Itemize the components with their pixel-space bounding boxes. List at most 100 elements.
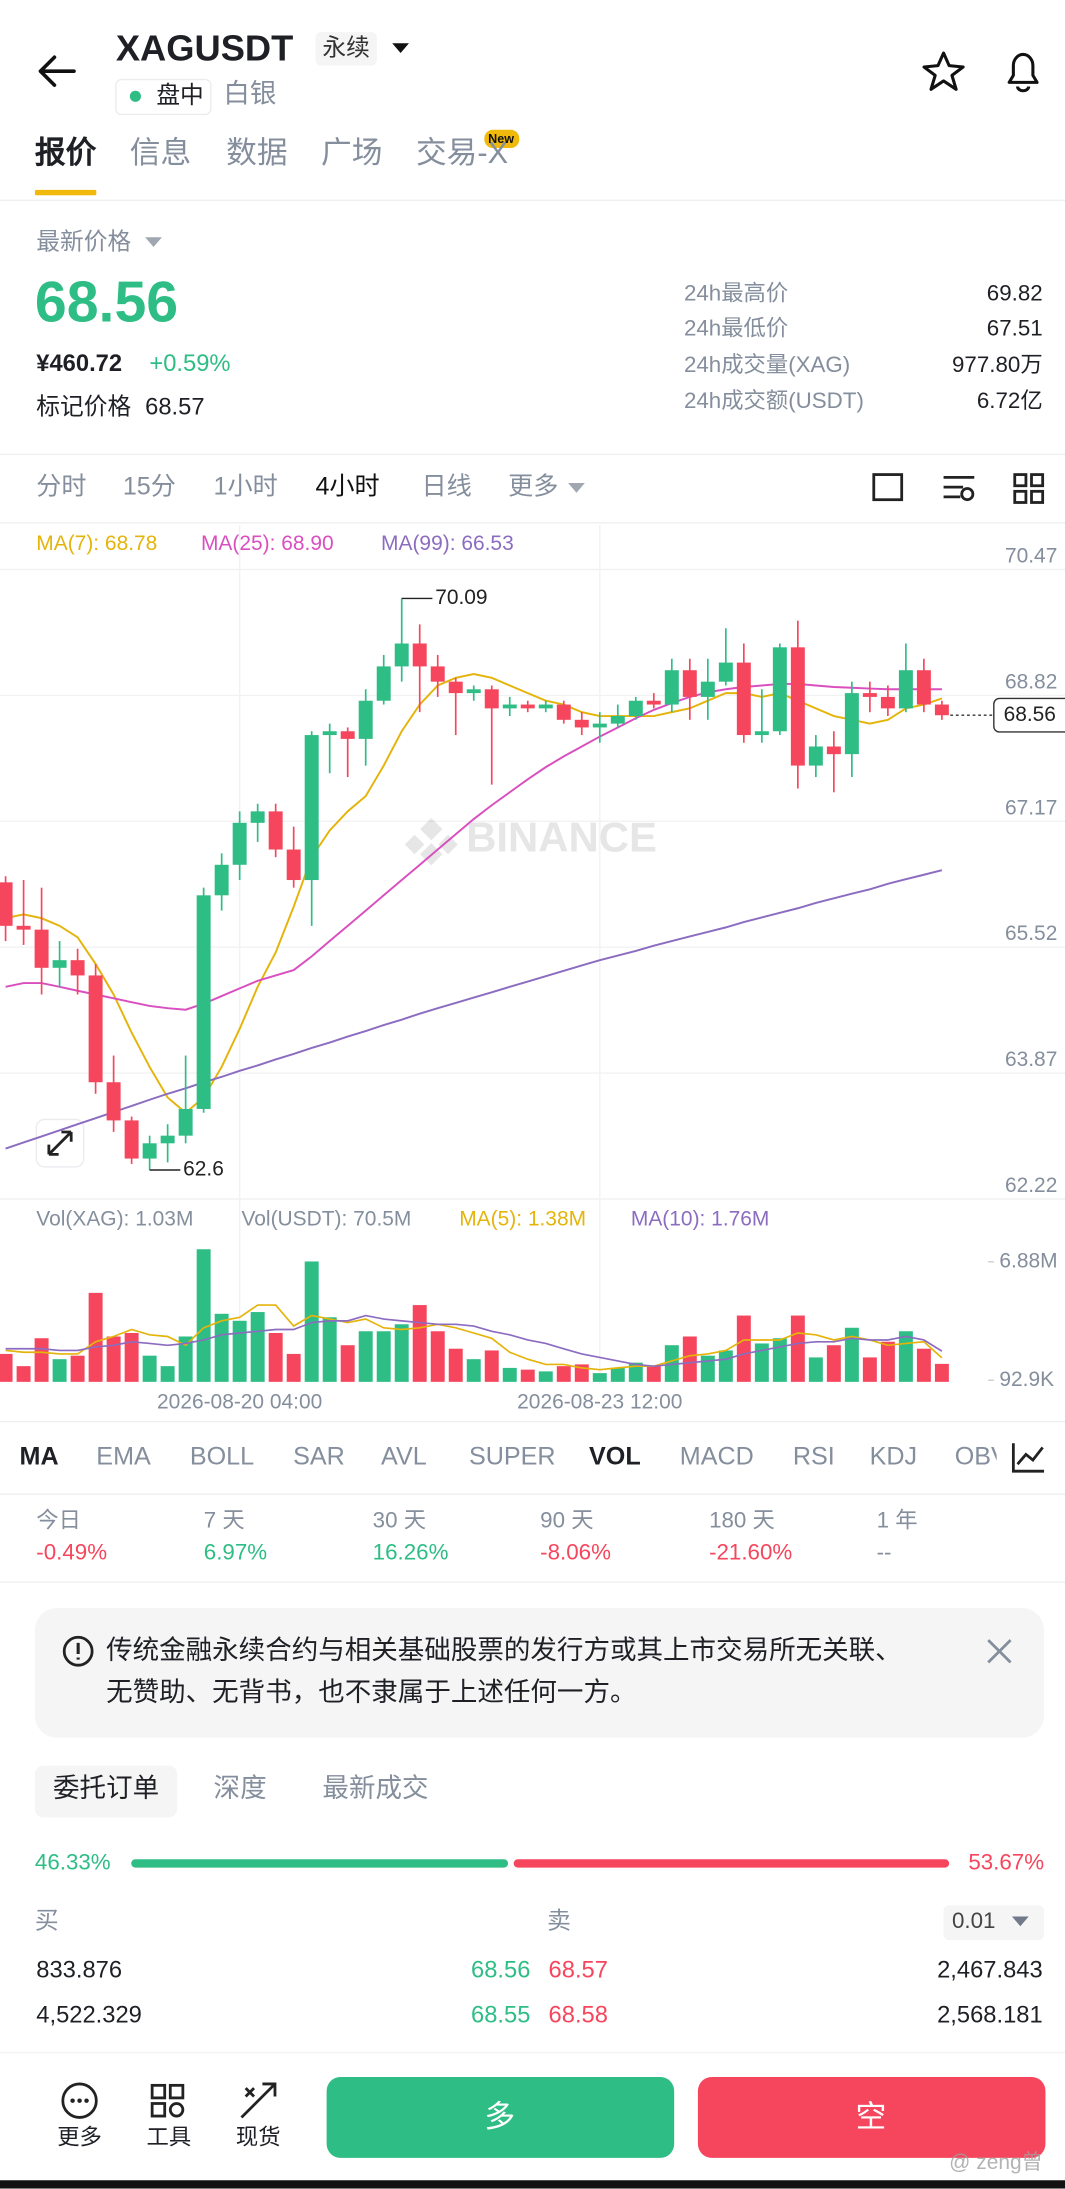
volume-bar bbox=[52, 1359, 67, 1382]
volume-bar bbox=[340, 1345, 355, 1382]
stat-value: 69.82 bbox=[986, 282, 1043, 307]
back-icon[interactable] bbox=[38, 55, 76, 87]
candle-body bbox=[178, 1108, 193, 1136]
candle-body bbox=[592, 723, 607, 728]
volume-bar bbox=[502, 1367, 517, 1382]
y-tick-label: 68.82 bbox=[1005, 670, 1057, 693]
period: 7 天 bbox=[203, 1509, 245, 1534]
short-button[interactable] bbox=[697, 2076, 1046, 2158]
tab[interactable]: 数据 bbox=[226, 135, 288, 171]
vol-tick-label: 6.88M bbox=[999, 1249, 1057, 1272]
indicator[interactable]: AVL bbox=[381, 1442, 427, 1471]
precision-select[interactable] bbox=[943, 1905, 1045, 1941]
order-tab[interactable]: 深度 bbox=[213, 1774, 267, 1805]
indicator[interactable]: BOLL bbox=[189, 1442, 255, 1471]
interval[interactable]: 15分 bbox=[122, 472, 176, 500]
short-label[interactable]: 空 bbox=[855, 2099, 887, 2134]
stat-label: 24h最高价 bbox=[683, 282, 789, 307]
order-tab[interactable]: 最新成交 bbox=[322, 1774, 429, 1805]
tab[interactable]: 报价 bbox=[34, 135, 97, 171]
candle-body bbox=[412, 643, 427, 667]
precision[interactable]: 0.01 bbox=[951, 1910, 996, 1934]
period: 今日 bbox=[36, 1509, 81, 1534]
volume-bar bbox=[790, 1315, 805, 1382]
vol-tick-label: 92.9K bbox=[999, 1368, 1054, 1391]
long-button[interactable] bbox=[326, 2076, 675, 2158]
volume-bar bbox=[178, 1336, 193, 1382]
interval[interactable]: 日线 bbox=[421, 472, 472, 500]
candle-body bbox=[664, 670, 679, 705]
more-icon[interactable] bbox=[61, 2082, 98, 2119]
dropdown-icon[interactable] bbox=[392, 43, 409, 54]
volume-bar bbox=[700, 1355, 715, 1382]
ma-legend: MA(7): 68.78 bbox=[36, 531, 158, 556]
candle-body bbox=[484, 689, 499, 709]
long-label[interactable]: 多 bbox=[484, 2099, 516, 2134]
low-label: 62.6 bbox=[183, 1158, 224, 1181]
high-label: 70.09 bbox=[435, 586, 487, 609]
vol-header: Vol(USDT): 70.5M bbox=[241, 1207, 412, 1232]
fullscreen-icon[interactable] bbox=[872, 473, 904, 502]
bell-icon[interactable] bbox=[1007, 52, 1039, 93]
volume-bar bbox=[34, 1338, 49, 1382]
indicator[interactable]: MACD bbox=[679, 1442, 754, 1471]
notice-text: 无赞助、无背书，也不隶属于上述任何一方。 bbox=[106, 1678, 637, 1708]
indicator-settings-icon[interactable] bbox=[1005, 1438, 1052, 1477]
indicator[interactable]: OBV bbox=[954, 1442, 997, 1471]
bottom-item[interactable]: 更多 bbox=[57, 2126, 102, 2151]
layout-icon[interactable] bbox=[1013, 473, 1045, 504]
y-tick-label: 62.22 bbox=[1005, 1174, 1057, 1197]
volume-bar bbox=[394, 1324, 409, 1382]
candle-body bbox=[286, 849, 301, 881]
volume-bar bbox=[556, 1366, 571, 1382]
indicator[interactable]: EMA bbox=[96, 1442, 151, 1471]
volume-bar bbox=[862, 1357, 877, 1382]
volume-bar bbox=[664, 1345, 679, 1382]
candle-body bbox=[628, 700, 643, 716]
bottom-item[interactable]: 工具 bbox=[146, 2126, 192, 2151]
settings-icon[interactable] bbox=[943, 475, 975, 499]
contract-badge-bg bbox=[315, 32, 377, 66]
indicator[interactable]: RSI bbox=[792, 1442, 835, 1471]
bottom-item[interactable]: 现货 bbox=[235, 2126, 281, 2151]
price-label[interactable]: 最新价格 bbox=[36, 228, 132, 256]
tab[interactable]: 广场 bbox=[321, 135, 383, 171]
book-header: 买 bbox=[34, 1907, 59, 1935]
period: 90 天 bbox=[540, 1509, 594, 1534]
candle-body bbox=[358, 700, 373, 739]
caret bbox=[1011, 1916, 1029, 1927]
ma-line bbox=[5, 869, 943, 1150]
ask-price: 68.58 bbox=[548, 2001, 608, 2028]
y-tick-label: 67.17 bbox=[1005, 796, 1057, 819]
candle-body bbox=[268, 811, 283, 850]
candle-body bbox=[0, 882, 13, 926]
star-icon[interactable] bbox=[922, 51, 965, 91]
market-status: 盘中 bbox=[156, 82, 204, 109]
new-badge-bg bbox=[484, 129, 520, 148]
tab[interactable]: 交易-X bbox=[415, 135, 509, 171]
indicator[interactable]: SAR bbox=[293, 1442, 345, 1471]
volume-bar bbox=[826, 1345, 841, 1382]
info-icon bbox=[62, 1635, 94, 1667]
indicator[interactable]: SUPER bbox=[468, 1442, 556, 1471]
candle-body bbox=[376, 666, 391, 701]
volume-bar bbox=[268, 1332, 283, 1382]
indicator[interactable]: VOL bbox=[589, 1442, 641, 1471]
tab[interactable]: 信息 bbox=[129, 135, 192, 171]
header-icons bbox=[34, 32, 1039, 196]
order-tab[interactable]: 委托订单 bbox=[53, 1774, 160, 1805]
indicator[interactable]: MA bbox=[19, 1442, 59, 1471]
interval[interactable]: 1小时 bbox=[213, 472, 278, 500]
candle-body bbox=[502, 704, 517, 709]
candle-body bbox=[754, 731, 769, 736]
toolbar-icons bbox=[568, 473, 1045, 504]
interval[interactable]: 更多 bbox=[508, 472, 559, 500]
interval[interactable]: 4小时 bbox=[315, 472, 380, 500]
interval[interactable]: 分时 bbox=[36, 472, 87, 500]
spot-icon[interactable] bbox=[240, 2082, 277, 2119]
close-icon[interactable] bbox=[985, 1637, 1013, 1665]
indicator[interactable]: KDJ bbox=[869, 1442, 918, 1471]
tools-icon[interactable] bbox=[150, 2083, 185, 2118]
volume-bar bbox=[484, 1350, 499, 1382]
